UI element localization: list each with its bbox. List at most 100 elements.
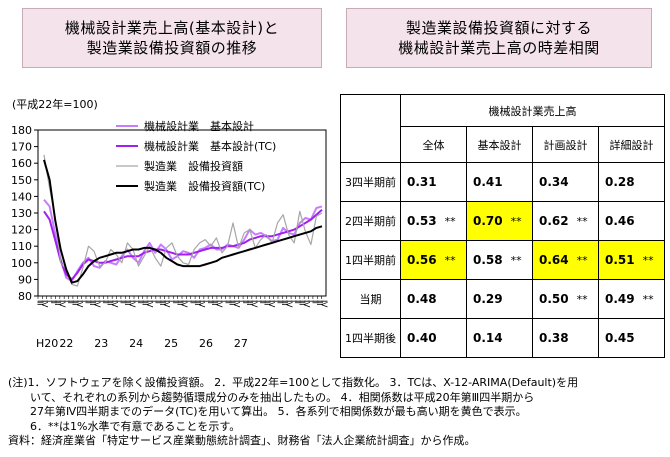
- correlation-cell: 0.53 **: [400, 201, 467, 241]
- legend-label: 機械設計業 基本設計(TC): [144, 139, 276, 153]
- x-quarter-label: Ⅲ: [106, 300, 115, 306]
- correlation-value: 0.38: [539, 331, 569, 345]
- x-quarter-label: Ⅲ: [158, 300, 167, 306]
- x-quarter-label: Ⅰ: [306, 300, 315, 302]
- x-quarter-label: Ⅳ: [267, 300, 276, 308]
- correlation-cell: 0.50 **: [532, 279, 599, 319]
- y-tick-label: 90: [18, 273, 32, 286]
- note-line: (注)1．ソフトウェアを除く設備投資額。 2．平成22年=100として指数化。 …: [8, 376, 579, 389]
- x-year-label: 25: [164, 337, 178, 350]
- correlation-value: 0.49: [605, 292, 635, 306]
- x-quarter-label: Ⅳ: [92, 300, 101, 308]
- x-year-label: 24: [129, 337, 143, 350]
- correlation-value: 0.14: [473, 331, 503, 345]
- left-title-line2: 製造業設備投資額の推移: [86, 39, 258, 57]
- correlation-value: 0.53: [407, 214, 437, 228]
- table-column-header: 全体: [400, 126, 467, 163]
- correlation-value: 0.64: [539, 253, 569, 267]
- significance-mark: **: [444, 215, 456, 228]
- line-chart: 8090100110120130140150160170180ⅢⅣⅠⅡⅢⅣⅠⅡⅢ…: [11, 119, 328, 350]
- table-row: 3四半期前 0.31 0.41 0.34 0.28: [340, 162, 665, 202]
- x-quarter-label: Ⅳ: [250, 300, 259, 308]
- table-row: 2四半期前 0.53 ** 0.70 ** 0.62 ** 0.46: [340, 201, 665, 241]
- x-quarter-label: Ⅳ: [197, 300, 206, 308]
- x-quarter-label: Ⅰ: [97, 300, 106, 302]
- x-quarter-label: Ⅱ: [119, 300, 128, 304]
- x-quarter-label: Ⅲ: [53, 300, 62, 306]
- x-quarter-label: Ⅱ: [171, 300, 180, 304]
- x-quarter-label: Ⅲ: [123, 300, 132, 306]
- correlation-value: 0.45: [605, 331, 635, 345]
- correlation-value: 0.41: [473, 175, 503, 189]
- table-row: 1四半期前 0.56 ** 0.58 ** 0.64 ** 0.51 **: [340, 240, 665, 280]
- x-quarter-label: Ⅰ: [289, 300, 298, 302]
- x-quarter-label: Ⅲ: [315, 300, 324, 306]
- significance-mark: **: [576, 215, 588, 228]
- y-tick-label: 120: [11, 224, 32, 237]
- table-row-label: 2四半期前: [340, 201, 401, 241]
- x-quarter-label: Ⅲ: [71, 300, 80, 306]
- significance-mark: **: [576, 293, 588, 306]
- significance-mark: **: [642, 293, 654, 306]
- note-line: いて、それぞれの系列から趨勢循環成分のみを抽出したもの。 4．相関係数は平成20…: [8, 390, 535, 404]
- plot-area: [37, 129, 327, 297]
- right-title-line2: 機械設計業売上高の時差相関: [398, 39, 600, 57]
- series-line: [43, 154, 323, 287]
- series-line: [43, 208, 323, 281]
- chart-notes: (注)1．ソフトウェアを除く設備投資額。 2．平成22年=100として指数化。 …: [8, 376, 668, 449]
- x-quarter-label: Ⅲ: [88, 300, 97, 306]
- left-chart-title: 機械設計業売上高(基本設計)と 製造業設備投資額の推移: [22, 8, 322, 68]
- series-line: [43, 159, 323, 284]
- x-year-label: 23: [94, 337, 108, 350]
- x-quarter-label: Ⅳ: [110, 300, 119, 308]
- x-quarter-label: Ⅳ: [58, 300, 67, 308]
- x-quarter-label: Ⅱ: [258, 300, 267, 304]
- correlation-value: 0.40: [407, 331, 437, 345]
- x-quarter-label: Ⅱ: [311, 300, 320, 304]
- x-year-label: H20: [36, 337, 58, 350]
- correlation-cell: 0.38: [532, 318, 599, 358]
- correlation-cell: 0.28: [598, 162, 665, 202]
- x-quarter-label: Ⅱ: [101, 300, 110, 304]
- correlation-cell: 0.34: [532, 162, 599, 202]
- correlation-cell: 0.51 **: [598, 240, 665, 280]
- correlation-value: 0.29: [473, 292, 503, 306]
- y-tick-label: 130: [11, 207, 32, 220]
- y-tick-label: 100: [11, 257, 32, 270]
- x-quarter-label: Ⅱ: [66, 300, 75, 304]
- x-quarter-label: Ⅰ: [271, 300, 280, 302]
- x-quarter-label: Ⅳ: [145, 300, 154, 308]
- x-quarter-label: Ⅳ: [302, 300, 311, 308]
- correlation-cell: 0.62 **: [532, 201, 599, 241]
- x-quarter-label: Ⅱ: [206, 300, 215, 304]
- significance-mark: **: [510, 254, 522, 267]
- x-quarter-label: Ⅱ: [241, 300, 250, 304]
- correlation-value: 0.58: [473, 253, 503, 267]
- table-group-header: 機械設計業売上高: [400, 94, 665, 127]
- correlation-value: 0.62: [539, 214, 569, 228]
- x-quarter-label: Ⅳ: [284, 300, 293, 308]
- y-tick-label: 180: [11, 124, 32, 137]
- table-corner-cell: [340, 94, 401, 163]
- correlation-cell: 0.70 **: [466, 201, 533, 241]
- y-tick-label: 150: [11, 174, 32, 187]
- x-quarter-label: Ⅳ: [40, 300, 49, 308]
- x-quarter-label: Ⅱ: [84, 300, 93, 304]
- x-quarter-label: Ⅱ: [276, 300, 285, 304]
- table-row-label: 当期: [340, 279, 401, 319]
- significance-mark: **: [510, 215, 522, 228]
- x-quarter-label: Ⅰ: [236, 300, 245, 302]
- note-line: 6．**は1%水準で有意であることを示す。: [8, 419, 241, 433]
- source-line: 資料：経済産業省「特定サービス産業動態統計調査」、財務省「法人企業統計調査」から…: [8, 434, 476, 447]
- x-quarter-label: Ⅰ: [79, 300, 88, 302]
- x-quarter-label: Ⅲ: [193, 300, 202, 306]
- legend-label: 製造業 設備投資額: [144, 159, 243, 173]
- x-quarter-label: Ⅲ: [140, 300, 149, 306]
- correlation-value: 0.48: [407, 292, 437, 306]
- correlation-value: 0.34: [539, 175, 569, 189]
- significance-mark: **: [444, 254, 456, 267]
- table-column-header: 基本設計: [466, 126, 533, 163]
- x-quarter-label: Ⅰ: [132, 300, 141, 302]
- correlation-cell: 0.40: [400, 318, 467, 358]
- chart-unit-label: (平成22年=100): [12, 98, 98, 111]
